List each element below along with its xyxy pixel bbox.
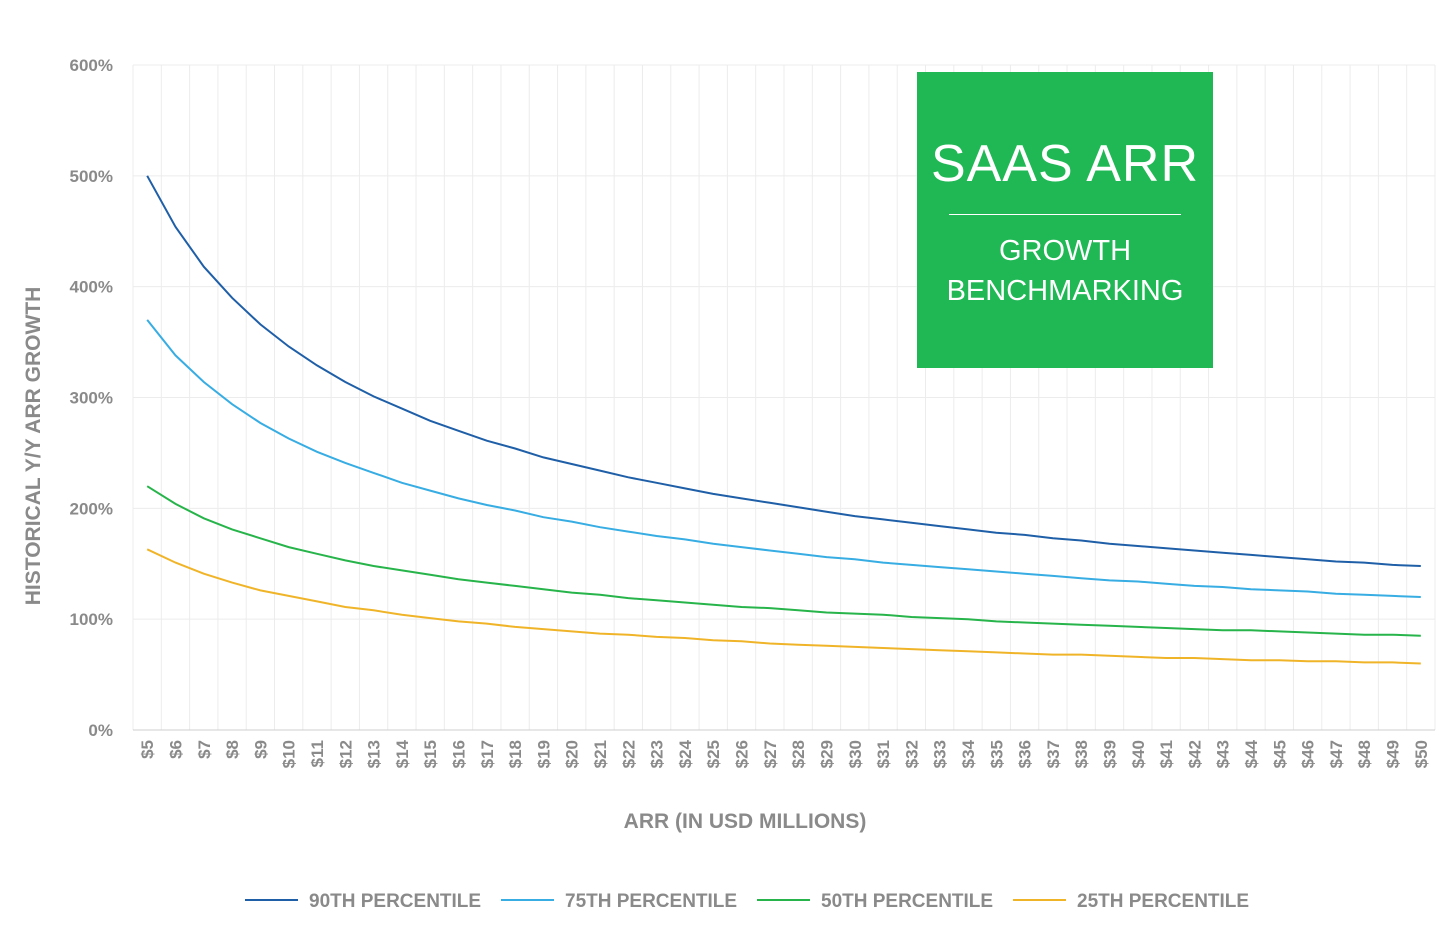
x-tick-label: $28 — [789, 740, 808, 768]
y-axis-title: HISTORICAL Y/Y ARR GROWTH — [22, 287, 45, 606]
x-tick-label: $37 — [1044, 740, 1063, 768]
x-tick-label: $29 — [817, 740, 836, 768]
x-tick-label: $31 — [874, 740, 893, 768]
x-tick-label: $33 — [931, 740, 950, 768]
x-tick-label: $16 — [450, 740, 469, 768]
legend-label: 25TH PERCENTILE — [1077, 891, 1249, 912]
legend-label: 75TH PERCENTILE — [565, 891, 737, 912]
x-tick-label: $24 — [676, 739, 695, 768]
x-tick-label: $27 — [761, 740, 780, 768]
x-tick-label: $43 — [1214, 740, 1233, 768]
y-tick-label: 400% — [70, 278, 113, 297]
series-line — [146, 485, 1421, 637]
y-tick-label: 300% — [70, 389, 113, 408]
legend-label: 50TH PERCENTILE — [821, 891, 993, 912]
series-line — [146, 319, 1421, 598]
x-tick-label: $49 — [1384, 740, 1403, 768]
x-tick-label: $5 — [138, 740, 157, 759]
series-line — [146, 548, 1421, 665]
x-tick-label: $22 — [619, 740, 638, 768]
x-tick-label: $47 — [1327, 740, 1346, 768]
x-tick-label: $7 — [195, 740, 214, 759]
x-tick-label: $20 — [563, 740, 582, 768]
x-tick-label: $34 — [959, 739, 978, 768]
x-tick-label: $39 — [1101, 740, 1120, 768]
x-tick-label: $8 — [223, 740, 242, 759]
x-tick-label: $36 — [1016, 740, 1035, 768]
y-tick-label: 500% — [70, 167, 113, 186]
x-tick-label: $38 — [1072, 740, 1091, 768]
x-tick-label: $23 — [648, 740, 667, 768]
series-line — [146, 175, 1421, 567]
x-tick-label: $6 — [166, 740, 185, 759]
x-tick-label: $13 — [365, 740, 384, 768]
x-tick-label: $12 — [336, 740, 355, 768]
x-tick-label: $18 — [506, 740, 525, 768]
x-tick-label: $11 — [308, 740, 327, 767]
x-tick-label: $19 — [534, 740, 553, 768]
x-tick-label: $50 — [1412, 740, 1431, 768]
x-tick-label: $46 — [1299, 740, 1318, 768]
x-tick-label: $14 — [393, 739, 412, 768]
x-tick-label: $48 — [1355, 740, 1374, 768]
x-tick-label: $32 — [902, 740, 921, 768]
chart-title: SAAS ARR — [930, 135, 1200, 193]
x-tick-label: $44 — [1242, 739, 1261, 768]
x-tick-label: $26 — [733, 740, 752, 768]
legend-label: 90TH PERCENTILE — [309, 891, 481, 912]
x-tick-label: $10 — [280, 740, 299, 768]
title-box: SAAS ARR GROWTH BENCHMARKING — [917, 72, 1213, 368]
x-tick-label: $35 — [987, 740, 1006, 768]
x-tick-label: $42 — [1185, 740, 1204, 768]
x-axis-title: ARR (IN USD MILLIONS) — [624, 810, 867, 833]
x-tick-label: $41 — [1157, 740, 1176, 768]
x-tick-label: $17 — [478, 740, 497, 768]
y-tick-label: 200% — [70, 499, 113, 518]
y-tick-label: 600% — [70, 56, 113, 75]
y-tick-label: 0% — [88, 721, 113, 740]
x-tick-label: $21 — [591, 740, 610, 768]
x-tick-label: $9 — [251, 740, 270, 759]
chart-subtitle: GROWTH BENCHMARKING — [946, 235, 1184, 307]
x-tick-label: $30 — [846, 740, 865, 768]
x-tick-label: $25 — [704, 740, 723, 768]
x-tick-label: $45 — [1270, 740, 1289, 768]
title-rule — [949, 214, 1181, 215]
x-tick-label: $40 — [1129, 740, 1148, 768]
x-tick-label: $15 — [421, 740, 440, 768]
y-tick-label: 100% — [70, 610, 113, 629]
